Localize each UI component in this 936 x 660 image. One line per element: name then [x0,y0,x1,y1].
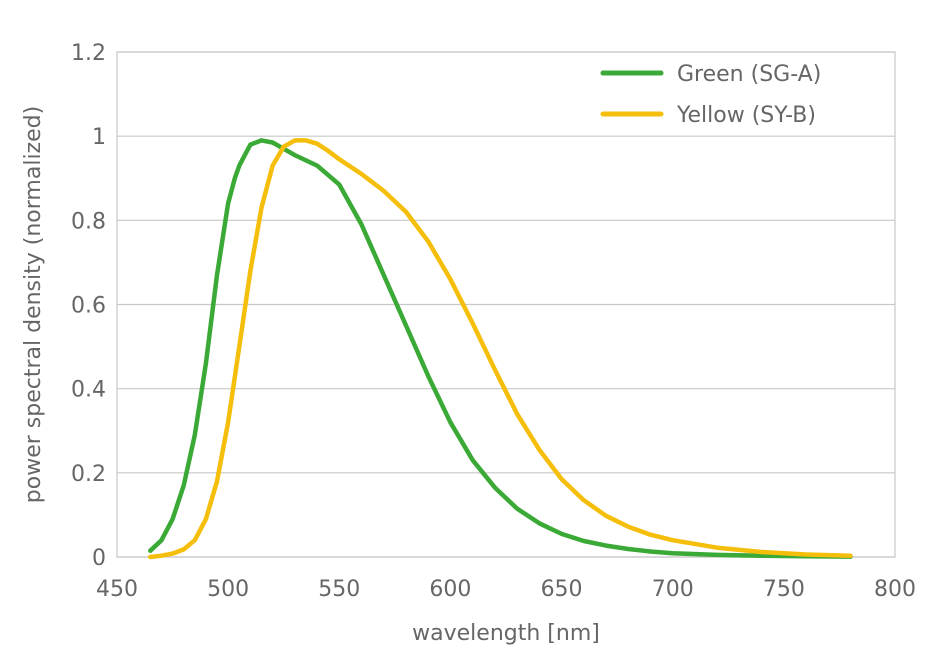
x-tick-label: 450 [96,577,138,602]
y-axis-title: power spectral density (normalized) [21,106,46,503]
x-tick-label: 650 [541,577,583,602]
legend: Green (SG-A) Yellow (SY-B) [600,62,821,128]
y-tick-label: 0.8 [71,209,106,234]
x-tick-label: 500 [207,577,249,602]
y-tick-label: 0.6 [71,294,106,319]
y-tick-label: 0.2 [71,462,106,487]
x-tick-label: 550 [318,577,360,602]
y-tick-label: 1.2 [71,41,106,66]
x-tick-label: 600 [429,577,471,602]
y-tick-label: 0.4 [71,378,106,403]
y-tick-label: 0 [92,546,106,571]
series-group [148,138,853,560]
plot-frame [116,51,896,558]
tick-labels: 0 0.2 0.4 0.6 0.8 1 1.2 450 500 550 600 650 700 750 80… [71,41,916,602]
legend-label-1: Yellow (SY-B) [676,103,816,128]
series-line-1 [148,138,853,560]
x-tick-label: 800 [874,577,916,602]
legend-label-0: Green (SG-A) [677,62,821,87]
x-tick-label: 700 [652,577,694,602]
x-axis-title: wavelength [nm] [412,621,600,646]
x-tick-label: 750 [763,577,805,602]
series-line-0 [148,138,853,559]
y-tick-label: 1 [92,125,106,150]
